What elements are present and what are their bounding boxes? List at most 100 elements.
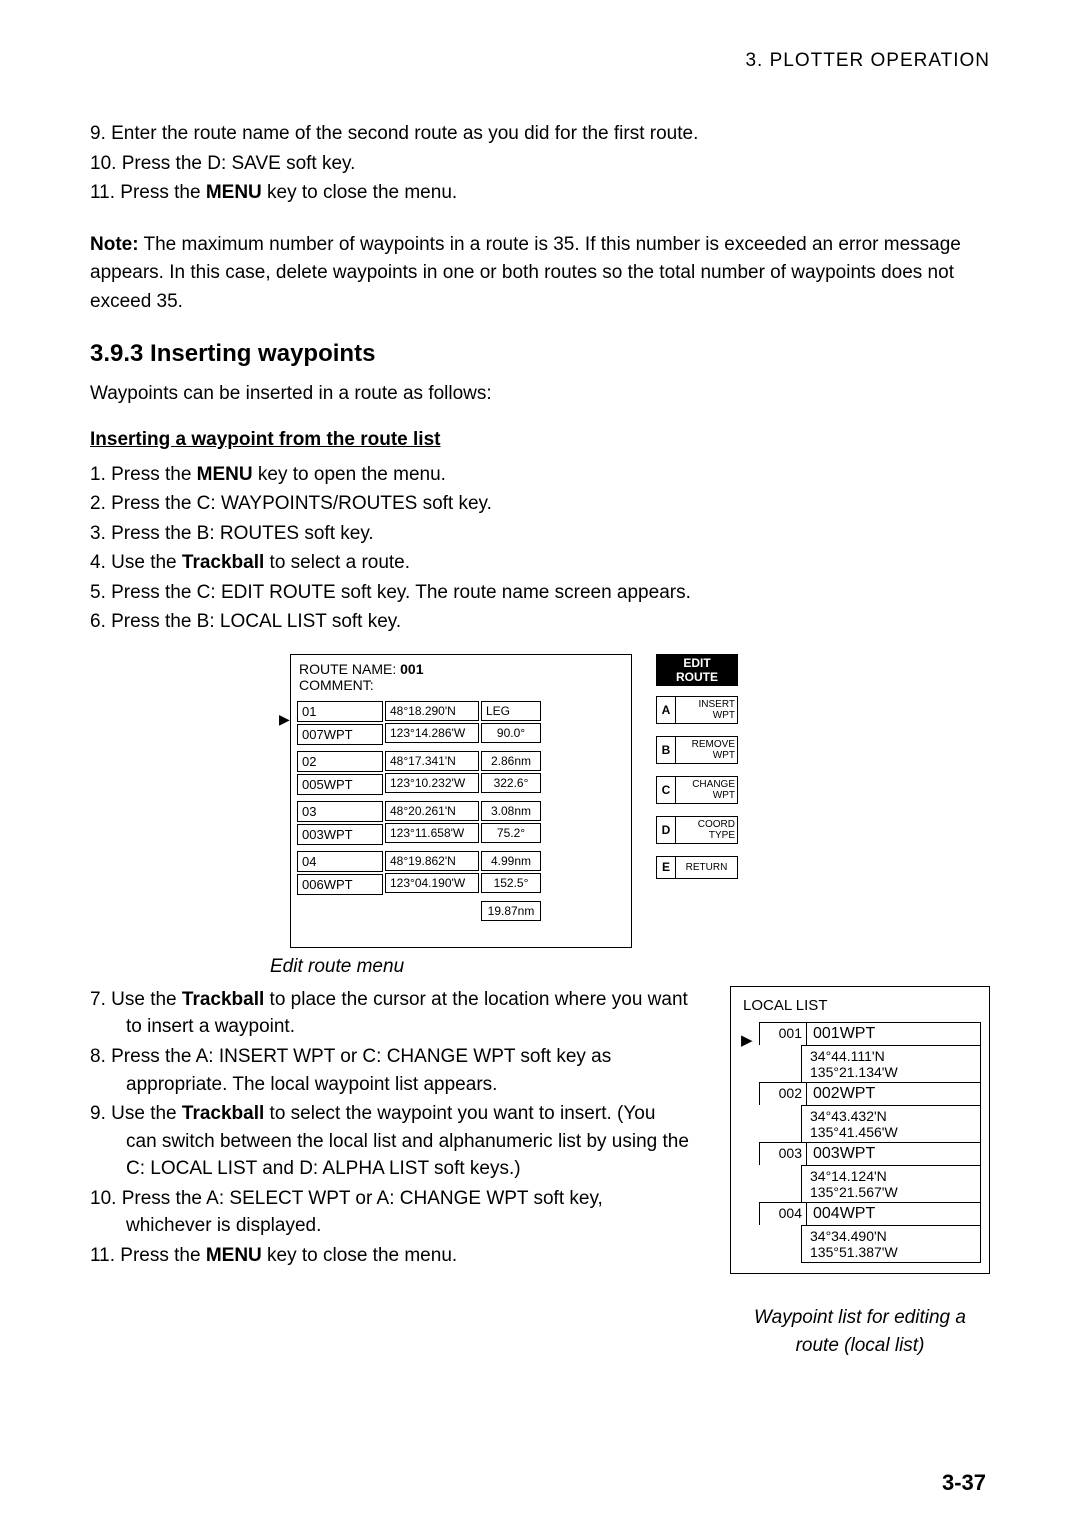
figure-2-caption: Waypoint list for editing a route (local… xyxy=(730,1304,990,1361)
step-7: 7. Use the Trackball to place the cursor… xyxy=(90,986,690,1041)
local-row: 003 003WPT xyxy=(759,1142,981,1165)
name-cell: 006WPT xyxy=(297,874,383,895)
figure-1-caption: Edit route menu xyxy=(270,956,990,978)
dist-cell: 3.08nm xyxy=(481,801,541,821)
menu-key: MENU xyxy=(206,1245,262,1266)
text: to select a route. xyxy=(264,552,410,573)
softkey-e[interactable]: E RETURN xyxy=(656,856,738,879)
lat: 34°44.111'N xyxy=(810,1048,885,1064)
idx-cell: 01 xyxy=(297,701,383,722)
local-wpt-name: 003WPT xyxy=(807,1142,981,1165)
step-1: 1. Press the MENU key to open the menu. xyxy=(90,461,990,489)
step-11: 11. Press the MENU key to close the menu… xyxy=(90,179,990,207)
local-wpt-name: 002WPT xyxy=(807,1082,981,1105)
waypoint-row: 02 005WPT 48°17.341'N 123°10.232'W 2.86n… xyxy=(297,751,625,797)
lon-cell: 123°10.232'W xyxy=(385,773,479,793)
lon: 135°51.387'W xyxy=(810,1244,898,1260)
text: 11. Press the xyxy=(90,1245,206,1266)
leg-header: LEG xyxy=(481,701,541,721)
subsection-heading: Inserting a waypoint from the route list xyxy=(90,429,990,451)
softkey-a[interactable]: A INSERT WPT xyxy=(656,696,738,724)
page-number: 3-37 xyxy=(942,1470,986,1496)
softkey-letter: A xyxy=(657,697,676,723)
lower-section: 7. Use the Trackball to place the cursor… xyxy=(90,986,990,1361)
lower-steps: 7. Use the Trackball to place the cursor… xyxy=(90,986,690,1271)
lat: 34°14.124'N xyxy=(810,1168,887,1184)
lon: 135°41.456'W xyxy=(810,1124,898,1140)
local-wpt-name: 004WPT xyxy=(807,1202,981,1225)
name-cell: 007WPT xyxy=(297,724,383,745)
lon: 135°21.567'W xyxy=(810,1184,898,1200)
brg-cell: 152.5° xyxy=(481,873,541,893)
menu-key: MENU xyxy=(197,464,253,485)
intro-text: Waypoints can be inserted in a route as … xyxy=(90,380,990,409)
local-row: 002 002WPT xyxy=(759,1082,981,1105)
tail-row: 19.87nm xyxy=(297,901,625,923)
local-coords: 34°34.490'N 135°51.387'W xyxy=(801,1225,981,1263)
menu-key: MENU xyxy=(206,182,262,203)
lat-cell: 48°17.341'N xyxy=(385,751,479,771)
local-row: 004 004WPT xyxy=(759,1202,981,1225)
softkey-label: REMOVE WPT xyxy=(676,737,737,763)
local-num: 001 xyxy=(759,1022,807,1045)
softkey-header: EDIT ROUTE xyxy=(656,654,738,686)
local-coords: 34°14.124'N 135°21.567'W xyxy=(801,1165,981,1202)
cursor-arrow-icon: ▶ xyxy=(741,1031,753,1049)
lat: 34°34.490'N xyxy=(810,1228,887,1244)
name-cell: 005WPT xyxy=(297,774,383,795)
step-11b: 11. Press the MENU key to close the menu… xyxy=(90,1242,690,1270)
cursor-arrow-icon: ▶ xyxy=(279,711,290,728)
local-list-figure: ▶ LOCAL LIST 001 001WPT 34°44.111'N 135°… xyxy=(730,986,990,1361)
local-list-panel: ▶ LOCAL LIST 001 001WPT 34°44.111'N 135°… xyxy=(730,986,990,1274)
lon-cell: 123°14.286'W xyxy=(385,723,479,743)
local-row: 001 001WPT xyxy=(759,1022,981,1045)
lat-cell: 48°18.290'N xyxy=(385,701,479,721)
text: 1. Press the xyxy=(90,464,197,485)
text: key to open the menu. xyxy=(253,464,446,485)
lat-cell: 48°19.862'N xyxy=(385,851,479,871)
trackball: Trackball xyxy=(182,989,264,1010)
dist-cell: 2.86nm xyxy=(481,751,541,771)
idx-cell: 03 xyxy=(297,801,383,822)
text: key to close the menu. xyxy=(262,1245,457,1266)
text: 11. Press the xyxy=(90,182,206,203)
section-heading: 3.9.3 Inserting waypoints xyxy=(90,340,990,368)
local-num: 004 xyxy=(759,1202,807,1225)
total-dist-cell: 19.87nm xyxy=(481,901,541,921)
step-8: 8. Press the A: INSERT WPT or C: CHANGE … xyxy=(90,1043,690,1098)
route-panel: ▶ ROUTE NAME: 001 COMMENT: 01 007WPT 48°… xyxy=(290,654,632,948)
lat: 34°43.432'N xyxy=(810,1108,887,1124)
softkey-b[interactable]: B REMOVE WPT xyxy=(656,736,738,764)
trackball: Trackball xyxy=(182,1103,264,1124)
step-5: 5. Press the C: EDIT ROUTE soft key. The… xyxy=(90,579,990,607)
lat-cell: 48°20.261'N xyxy=(385,801,479,821)
route-header: ROUTE NAME: 001 COMMENT: xyxy=(291,655,631,701)
softkey-d[interactable]: D COORD TYPE xyxy=(656,816,738,844)
softkey-label: CHANGE WPT xyxy=(676,777,737,803)
local-num: 002 xyxy=(759,1082,807,1105)
softkey-letter: E xyxy=(657,857,676,878)
name-cell: 003WPT xyxy=(297,824,383,845)
page-header: 3. PLOTTER OPERATION xyxy=(90,50,990,72)
note-label: Note: xyxy=(90,234,139,255)
lon-cell: 123°11.658'W xyxy=(385,823,479,843)
step-10: 10. Press the D: SAVE soft key. xyxy=(90,150,990,178)
local-coords: 34°44.111'N 135°21.134'W xyxy=(801,1045,981,1082)
text: 7. Use the xyxy=(90,989,182,1010)
route-name-label: ROUTE NAME: xyxy=(299,661,400,677)
softkey-letter: B xyxy=(657,737,676,763)
step-10b: 10. Press the A: SELECT WPT or A: CHANGE… xyxy=(90,1185,690,1240)
note-text: The maximum number of waypoints in a rou… xyxy=(90,234,961,312)
lon-cell: 123°04.190'W xyxy=(385,873,479,893)
waypoint-row: 04 006WPT 48°19.862'N 123°04.190'W 4.99n… xyxy=(297,851,625,897)
dist-cell: 4.99nm xyxy=(481,851,541,871)
brg-cell: 322.6° xyxy=(481,773,541,793)
waypoint-row: 01 007WPT 48°18.290'N 123°14.286'W LEG 9… xyxy=(297,701,625,747)
step-6: 6. Press the B: LOCAL LIST soft key. xyxy=(90,608,990,636)
step-9: 9. Enter the route name of the second ro… xyxy=(90,120,990,148)
softkey-label: RETURN xyxy=(676,857,737,878)
lon: 135°21.134'W xyxy=(810,1064,898,1080)
softkey-c[interactable]: C CHANGE WPT xyxy=(656,776,738,804)
route-name-value: 001 xyxy=(400,661,423,677)
comment-label: COMMENT: xyxy=(299,677,374,693)
